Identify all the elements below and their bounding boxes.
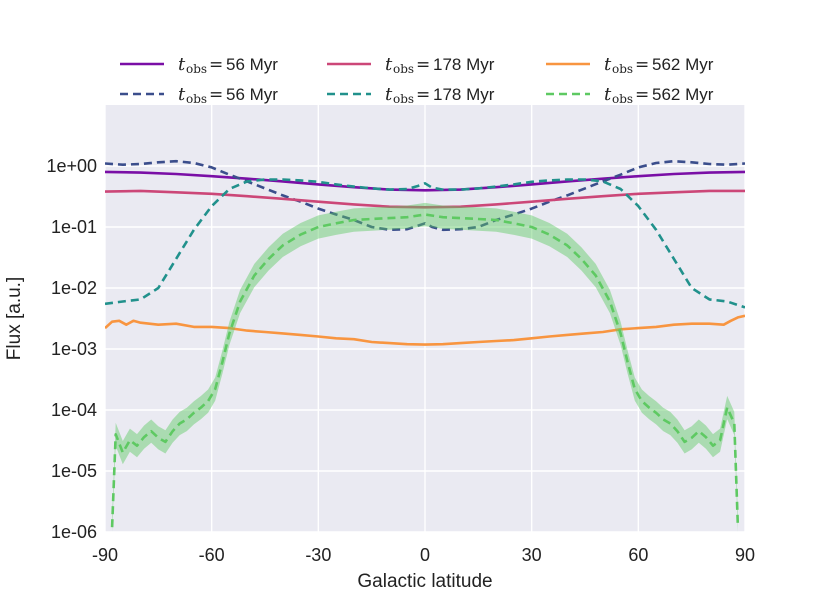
y-tick-label: 1e+00	[46, 156, 97, 176]
legend-label: 562 Myr	[652, 55, 714, 74]
series-4	[105, 178, 745, 309]
series-3	[105, 189, 745, 209]
legend-label: 562 Myr	[652, 85, 714, 104]
legend-symbol: t	[385, 54, 393, 75]
x-tick-label: 90	[735, 545, 755, 565]
solid-series-line	[105, 170, 745, 192]
solid-series-line	[105, 189, 745, 209]
legend-equals: =	[416, 55, 430, 75]
dashed-series-line	[105, 178, 745, 309]
grid-lines	[104, 105, 746, 533]
legend-symbol: t	[178, 84, 186, 105]
legend-symbol: t	[604, 54, 612, 75]
x-tick-label: -30	[305, 545, 331, 565]
solid-series-line	[105, 314, 745, 346]
legend-item: t obs = 56 Myr	[120, 84, 278, 106]
x-tick-label: -90	[92, 545, 118, 565]
y-tick-label: 1e-01	[51, 217, 97, 237]
y-tick-label: 1e-05	[51, 461, 97, 481]
legend-equals: =	[209, 55, 223, 75]
legend-label: 56 Myr	[226, 85, 278, 104]
dashed-series-line	[105, 159, 745, 232]
legend-equals: =	[209, 85, 223, 105]
x-axis-ticks: -90 -60 -30 0 30 60 90	[92, 545, 755, 565]
legend-item: t obs = 178 Myr	[327, 84, 495, 106]
y-tick-label: 1e-04	[51, 400, 97, 420]
y-axis-ticks: 1e-06 1e-05 1e-04 1e-03 1e-02 1e-01 1e+00	[46, 156, 97, 542]
legend-equals: =	[635, 85, 649, 105]
legend-subscript: obs	[186, 92, 207, 106]
y-tick-label: 1e-06	[51, 522, 97, 542]
legend-symbol: t	[178, 54, 186, 75]
legend-item: t obs = 562 Myr	[546, 54, 714, 76]
legend-label: 178 Myr	[433, 55, 495, 74]
y-axis-label: Flux [a.u.]	[4, 277, 25, 360]
legend-subscript: obs	[393, 92, 414, 106]
series-2	[105, 159, 745, 232]
series-1	[105, 170, 745, 192]
legend-item: t obs = 56 Myr	[120, 54, 278, 76]
legend-symbol: t	[385, 84, 393, 105]
legend-equals: =	[416, 85, 430, 105]
series-layer	[105, 159, 745, 532]
legend-label: 178 Myr	[433, 85, 495, 104]
legend-subscript: obs	[612, 62, 633, 76]
x-axis-label: Galactic latitude	[357, 571, 492, 592]
x-tick-label: 0	[420, 545, 430, 565]
series-5	[105, 314, 745, 346]
legend-label: 56 Myr	[226, 55, 278, 74]
legend-subscript: obs	[612, 92, 633, 106]
x-tick-label: 30	[522, 545, 542, 565]
legend-item: t obs = 178 Myr	[327, 54, 495, 76]
x-tick-label: 60	[628, 545, 648, 565]
legend-subscript: obs	[186, 62, 207, 76]
legend-symbol: t	[604, 84, 612, 105]
y-tick-label: 1e-02	[51, 278, 97, 298]
y-tick-label: 1e-03	[51, 339, 97, 359]
legend-subscript: obs	[393, 62, 414, 76]
legend-item: t obs = 562 Myr	[546, 84, 714, 106]
legend-equals: =	[635, 55, 649, 75]
x-tick-label: -60	[199, 545, 225, 565]
